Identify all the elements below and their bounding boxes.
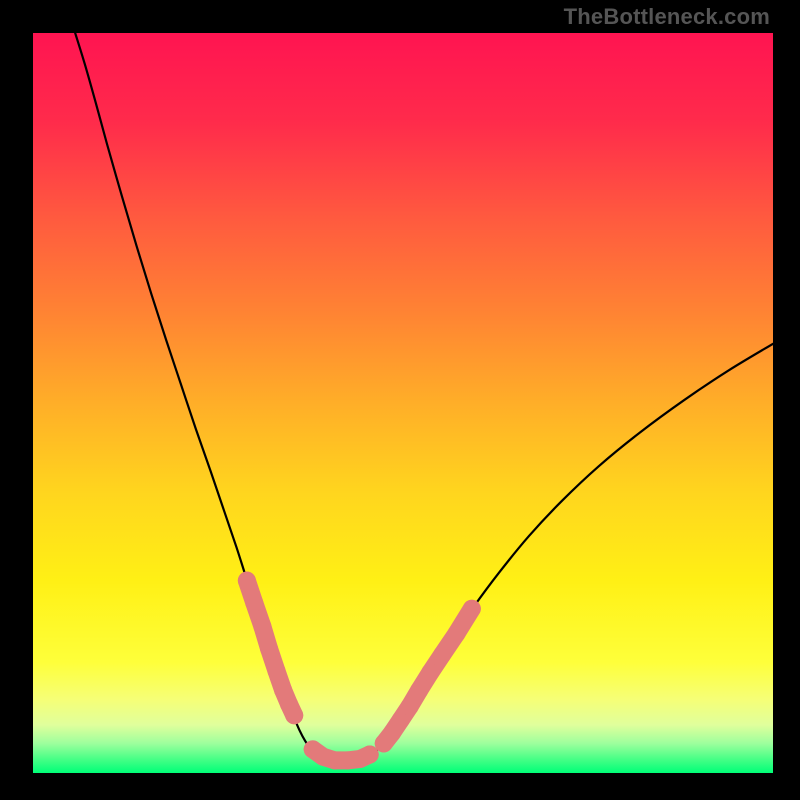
marker-dot [267, 662, 285, 680]
marker-dot [253, 617, 271, 635]
watermark-text: TheBottleneck.com [564, 4, 770, 30]
marker-dot [245, 594, 263, 612]
marker-dot [361, 746, 379, 764]
marker-dot [421, 663, 439, 681]
marker-dot [463, 600, 481, 618]
marker-dot [410, 681, 428, 699]
marker-dot [433, 646, 451, 664]
marker-dot [238, 572, 256, 590]
gradient-background [33, 33, 773, 773]
marker-dot [401, 697, 419, 715]
marker-dot [285, 706, 303, 724]
plot-svg [33, 33, 773, 773]
marker-dot [447, 625, 465, 643]
chart-frame: TheBottleneck.com [0, 0, 800, 800]
marker-dot [260, 640, 278, 658]
